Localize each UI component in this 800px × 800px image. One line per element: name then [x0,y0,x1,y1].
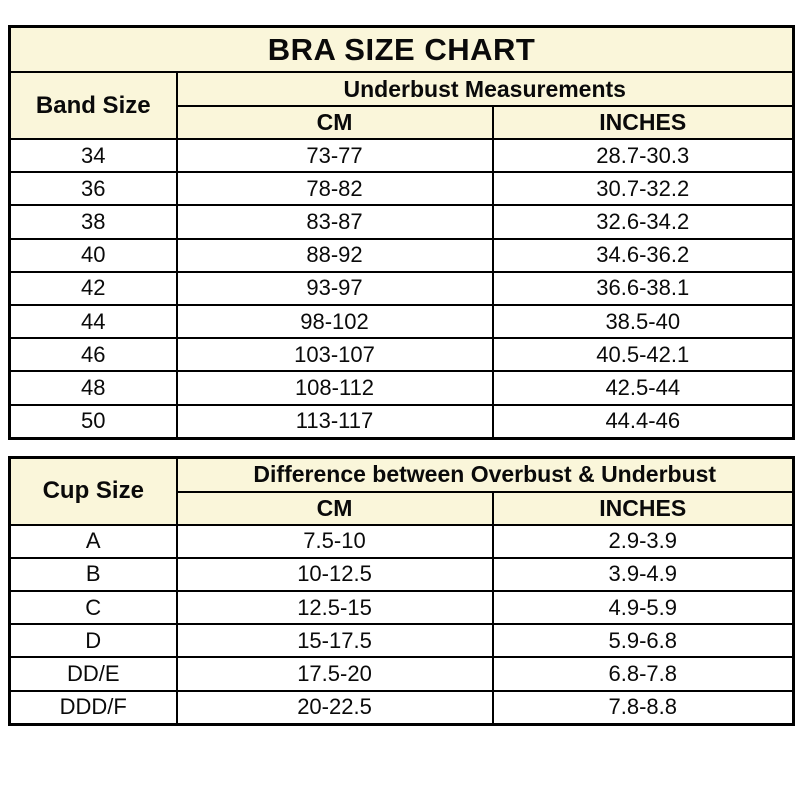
table-row: 34 73-77 28.7-30.3 [8,137,795,174]
cup-table-section: Cup Size Difference between Overbust & U… [8,455,795,726]
cm-cell: 98-102 [175,303,494,340]
band-size-header: Band Size [8,71,178,140]
cm-cell: 113-117 [175,403,494,440]
size-chart-page: BRA SIZE CHART Band Size Underbust Measu… [8,0,795,726]
inches-cell: 30.7-32.2 [491,171,795,207]
inches-cell: 28.7-30.3 [491,137,795,174]
cm-cell: 103-107 [175,337,494,373]
cm-cell: 12.5-15 [175,590,494,626]
inches-cell: 44.4-46 [491,403,795,440]
table-row: 50 113-117 44.4-46 [8,403,795,440]
table-row: B 10-12.5 3.9-4.9 [8,556,795,593]
table-row: 48 108-112 42.5-44 [8,370,795,406]
cm-cell: 73-77 [175,137,494,174]
table-row: D 15-17.5 5.9-6.8 [8,623,795,659]
title-row: BRA SIZE CHART [8,25,795,73]
inches-column-header: INCHES [491,490,795,526]
difference-group-header: Difference between Overbust & Underbust [175,456,795,493]
inches-cell: 36.6-38.1 [491,270,795,306]
cm-cell: 78-82 [175,171,494,207]
cup-size-cell: D [8,623,178,659]
table-row: 46 103-107 40.5-42.1 [8,337,795,373]
group-header-row: Band Size Underbust Measurements [8,71,795,140]
cup-size-cell: C [8,590,178,626]
table-row: 40 88-92 34.6-36.2 [8,237,795,273]
band-size-cell: 48 [8,370,178,406]
cm-cell: 20-22.5 [175,689,494,726]
inches-cell: 42.5-44 [491,370,795,406]
sub-header-row: CM INCHES [10,490,795,526]
sub-header-row: CM INCHES [10,105,795,140]
cup-size-cell: B [8,556,178,593]
cm-cell: 93-97 [175,270,494,306]
band-size-cell: 36 [8,171,178,207]
inches-cell: 7.8-8.8 [491,689,795,726]
inches-cell: 6.8-7.8 [491,656,795,692]
table-row: C 12.5-15 4.9-5.9 [8,590,795,626]
band-size-cell: 50 [8,403,178,440]
band-size-cell: 34 [8,137,178,174]
cm-column-header: CM [175,490,494,526]
table-row: A 7.5-10 2.9-3.9 [8,523,795,559]
cm-cell: 83-87 [175,204,494,240]
cup-size-cell: DD/E [8,656,178,692]
cup-size-table: Cup Size Difference between Overbust & U… [8,455,795,726]
cm-cell: 17.5-20 [175,656,494,692]
group-header-row: Cup Size Difference between Overbust & U… [8,456,795,526]
table-row: DDD/F 20-22.5 7.8-8.8 [8,689,795,726]
band-size-cell: 38 [8,204,178,240]
cup-size-cell: DDD/F [8,689,178,726]
band-size-cell: 46 [8,337,178,373]
band-size-cell: 40 [8,237,178,273]
inches-cell: 40.5-42.1 [491,337,795,373]
band-size-table: BRA SIZE CHART Band Size Underbust Measu… [8,25,795,440]
cm-cell: 88-92 [175,237,494,273]
chart-title: BRA SIZE CHART [8,25,795,73]
cm-cell: 7.5-10 [175,523,494,559]
inches-cell: 38.5-40 [491,303,795,340]
cup-size-cell: A [8,523,178,559]
table-row: 44 98-102 38.5-40 [8,303,795,340]
cm-cell: 10-12.5 [175,556,494,593]
table-row: 36 78-82 30.7-32.2 [8,171,795,207]
cm-cell: 108-112 [175,370,494,406]
inches-cell: 3.9-4.9 [491,556,795,593]
inches-cell: 32.6-34.2 [491,204,795,240]
cm-cell: 15-17.5 [175,623,494,659]
inches-column-header: INCHES [491,105,795,140]
cm-column-header: CM [175,105,494,140]
table-row: DD/E 17.5-20 6.8-7.8 [8,656,795,692]
table-row: 38 83-87 32.6-34.2 [8,204,795,240]
inches-cell: 34.6-36.2 [491,237,795,273]
inches-cell: 4.9-5.9 [491,590,795,626]
band-size-cell: 42 [8,270,178,306]
table-row: 42 93-97 36.6-38.1 [8,270,795,306]
underbust-group-header: Underbust Measurements [175,71,795,107]
cup-size-header: Cup Size [8,456,178,526]
inches-cell: 5.9-6.8 [491,623,795,659]
inches-cell: 2.9-3.9 [491,523,795,559]
band-size-cell: 44 [8,303,178,340]
